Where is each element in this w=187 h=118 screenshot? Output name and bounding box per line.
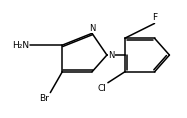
Text: F: F bbox=[152, 13, 157, 22]
Text: Cl: Cl bbox=[97, 84, 106, 93]
Text: N: N bbox=[108, 51, 115, 60]
Text: Br: Br bbox=[39, 94, 49, 103]
Text: H₂N: H₂N bbox=[12, 41, 30, 50]
Text: N: N bbox=[89, 24, 95, 33]
